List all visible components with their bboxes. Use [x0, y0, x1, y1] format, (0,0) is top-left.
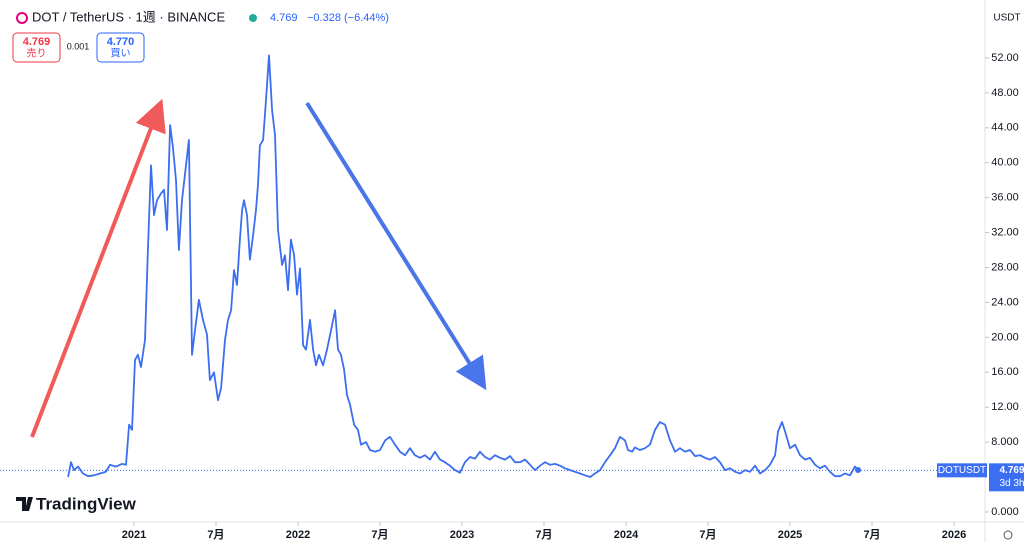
- countdown: 3d 3h: [999, 478, 1024, 489]
- y-tick-label: 40.00: [991, 157, 1019, 169]
- y-tick-label: 20.00: [991, 331, 1019, 343]
- buy-button[interactable]: [96, 32, 145, 63]
- trend-arrow-up: [30, 98, 166, 438]
- brand-logo: [16, 497, 33, 511]
- y-tick-label: 52.00: [991, 52, 1019, 64]
- series-label-box: [937, 463, 987, 478]
- x-tick-label: 2023: [450, 529, 474, 541]
- x-tick-label: 7月: [863, 528, 880, 541]
- trend-arrow-down: [305, 101, 487, 391]
- currency[interactable]: USDT: [993, 13, 1020, 24]
- x-tick-label: 2026: [942, 529, 966, 541]
- x-tick-label: 7月: [207, 528, 224, 541]
- header-change: −0.328 (−6.44%): [307, 12, 389, 24]
- settings-icon[interactable]: [1003, 530, 1013, 540]
- brand: TradingView: [36, 494, 137, 513]
- y-tick-label: 48.00: [991, 87, 1019, 99]
- x-tick-label: 2021: [122, 529, 146, 541]
- spread: 0.001: [67, 41, 90, 51]
- x-tick-label: 2024: [614, 529, 639, 541]
- sell-price: 4.769: [23, 36, 51, 48]
- y-tick-label: 32.00: [991, 226, 1019, 238]
- x-tick-label: 7月: [699, 528, 716, 541]
- header-price: 4.769: [270, 12, 298, 24]
- status-dot: [249, 14, 257, 22]
- buy-label: 買い: [111, 48, 131, 60]
- series-label: DOTUSDT: [938, 465, 986, 476]
- y-tick-label: 44.00: [991, 122, 1019, 134]
- y-tick-label: 24.00: [991, 296, 1019, 308]
- x-tick-label: 2022: [286, 529, 310, 541]
- symbol-icon: [16, 12, 28, 24]
- y-tick-label: 12.00: [991, 401, 1019, 413]
- y-tick-label: 16.00: [991, 366, 1019, 378]
- buy-price: 4.770: [107, 36, 135, 48]
- symbol[interactable]: DOT / TetherUS · 1週 · BINANCE: [32, 9, 225, 24]
- x-tick-label: 7月: [535, 528, 552, 541]
- y-tick-label: 28.00: [991, 261, 1019, 273]
- last-point: [855, 467, 862, 474]
- price-label: 4.769: [999, 465, 1024, 476]
- y-tick-label: 0.000: [991, 506, 1019, 518]
- y-tick-label: 36.00: [991, 192, 1019, 204]
- x-tick-label: 7月: [371, 528, 388, 541]
- sell-button[interactable]: [12, 32, 61, 63]
- sell-label: 売り: [27, 47, 47, 60]
- y-tick-label: 8.000: [991, 436, 1019, 448]
- price-line: [67, 54, 859, 478]
- price-label-box: [989, 463, 1024, 492]
- x-tick-label: 2025: [778, 529, 802, 541]
